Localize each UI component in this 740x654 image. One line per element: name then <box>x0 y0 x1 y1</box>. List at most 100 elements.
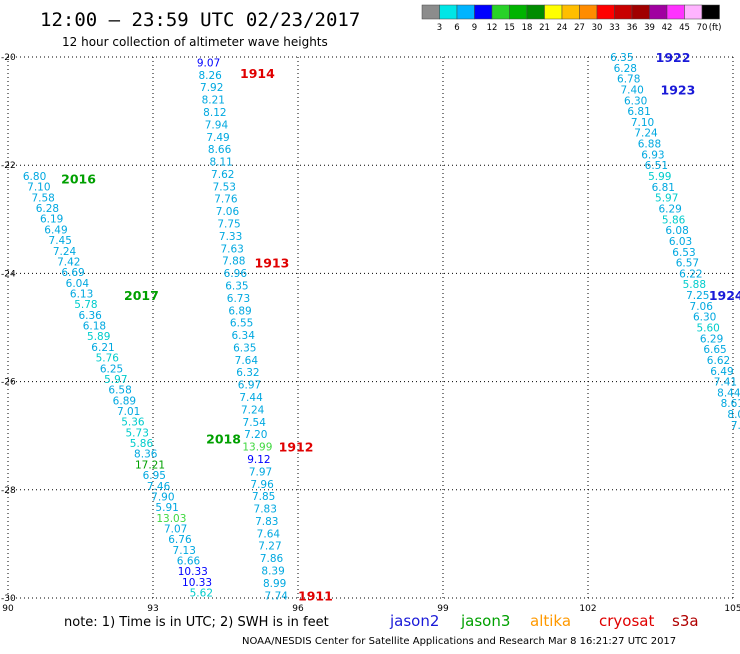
colorbar-label: 15 <box>504 23 515 33</box>
colorbar-label: 45 <box>679 23 690 33</box>
colorbar-swatch <box>631 4 650 20</box>
wave-height-value: 6.97 <box>238 380 261 392</box>
colorbar-label: 3 <box>437 23 442 33</box>
footer-credit: NOAA/NESDIS Center for Satellite Applica… <box>242 636 676 647</box>
wave-height-value: 6.18 <box>83 321 106 333</box>
colorbar-swatch <box>596 4 615 20</box>
colorbar-swatch <box>509 4 528 20</box>
wave-height-value: 7.10 <box>631 117 654 129</box>
wave-height-value: 6.80 <box>23 171 46 183</box>
wave-height-value: 6.93 <box>641 149 664 161</box>
colorbar-label: 27 <box>574 23 585 33</box>
wave-height-value: 6.25 <box>100 363 123 375</box>
wave-height-value: 6.95 <box>143 470 166 482</box>
wave-height-value: 7.97 <box>249 466 272 478</box>
wave-height-value: 6.29 <box>700 333 723 345</box>
x-tick-label: 93 <box>147 604 158 614</box>
wave-height-value: 7.54 <box>243 417 267 429</box>
pass-label: 1922 <box>656 50 691 65</box>
wave-height-value: 7.10 <box>27 182 50 194</box>
colorbar-label: 18 <box>522 23 533 33</box>
colorbar-label: 21 <box>539 23 550 33</box>
colorbar-swatch <box>701 4 720 20</box>
wave-height-value: 6.28 <box>614 63 637 75</box>
wave-height-value: 7.62 <box>211 169 234 181</box>
colorbar-label: 36 <box>627 23 638 33</box>
x-tick-label: 90 <box>2 604 14 614</box>
wave-height-value: 7.40 <box>620 84 643 96</box>
wave-height-value: 8.66 <box>208 144 232 156</box>
wave-height-value: 7.75 <box>217 219 240 231</box>
wave-height-value: 6.51 <box>645 160 668 172</box>
colorbar-swatch <box>649 4 668 20</box>
wave-height-value: 7.64 <box>235 355 259 367</box>
wave-height-value: 7.24 <box>241 404 265 416</box>
wave-height-value: 7.24 <box>634 128 658 140</box>
wave-height-value: 5.89 <box>87 331 110 343</box>
wave-height-value: 8.0 <box>727 409 740 421</box>
wave-height-value: 6.65 <box>703 344 726 356</box>
pass-label: 1913 <box>255 256 290 271</box>
colorbar-swatch <box>666 4 685 20</box>
wave-height-value: 7.8 <box>731 420 740 432</box>
wave-height-value: 5.86 <box>130 438 154 450</box>
x-tick-label: 105 <box>724 604 740 614</box>
wave-height-value: 6.96 <box>224 268 248 280</box>
wave-height-value: 8.21 <box>202 95 225 107</box>
wave-height-value: 7.83 <box>254 504 277 516</box>
wave-height-value: 7.94 <box>205 119 229 131</box>
wave-height-value: 5.99 <box>648 171 671 183</box>
wave-height-value: 6.34 <box>232 330 256 342</box>
wave-height-value: 6.55 <box>230 318 253 330</box>
satellite-legend-item: jason2 <box>389 612 439 630</box>
wave-height-value: 7.74 <box>265 590 289 602</box>
wave-height-value: 8.26 <box>198 70 222 82</box>
axis-ticks: 90 93 96 99 102 105 -20 -22 -24 -26 -28 -30 <box>1 53 740 614</box>
colorbar-swatch <box>579 4 598 20</box>
wave-height-value: 7.63 <box>220 243 243 255</box>
wave-height-value: 6.66 <box>177 556 201 568</box>
wave-height-value: 6.49 <box>44 224 67 236</box>
wave-height-value: 6.78 <box>617 74 640 86</box>
colorbar-label: 39 <box>644 23 655 33</box>
wave-height-value: 8.36 <box>134 449 158 461</box>
wave-height-value: 6.19 <box>40 214 63 226</box>
pass-label: 2017 <box>124 288 159 303</box>
wave-height-value: 6.08 <box>665 225 688 237</box>
y-tick-label: -26 <box>1 378 16 388</box>
wave-height-value: 7.83 <box>255 516 278 528</box>
wave-height-value: 7.45 <box>49 235 72 247</box>
wave-height-value: 7.86 <box>260 553 284 565</box>
wave-height-value: 7.06 <box>216 206 240 218</box>
colorbar-swatch <box>544 4 563 20</box>
satellite-legend-item: jason3 <box>460 612 510 630</box>
wave-height-value: 7.88 <box>222 256 245 268</box>
wave-height-value: 6.49 <box>710 366 733 378</box>
colorbar-swatch <box>561 4 580 20</box>
wave-height-value: 7.44 <box>239 392 263 404</box>
wave-height-value: 7.90 <box>151 491 174 503</box>
wave-height-value: 5.78 <box>74 299 97 311</box>
colorbar-swatch <box>439 4 458 20</box>
pass-label: 1912 <box>279 440 314 455</box>
wave-height-value: 5.97 <box>104 374 127 386</box>
satellite-legend: jason2 jason3 altika cryosat s3a <box>389 612 699 630</box>
wave-height-value: 5.97 <box>655 193 678 205</box>
wave-height-value: 5.36 <box>121 417 145 429</box>
grid <box>7 56 734 599</box>
wave-height-value: 8.61 <box>721 398 740 410</box>
wave-height-value: 5.91 <box>155 502 178 514</box>
wave-height-value: 7.41 <box>714 377 737 389</box>
x-tick-label: 96 <box>292 604 304 614</box>
wave-height-value: 6.28 <box>36 203 59 215</box>
pass-label: 1924 <box>709 288 740 303</box>
colorbar-swatch <box>614 4 633 20</box>
wave-height-value: 8.44 <box>717 387 740 399</box>
wave-height-value: 8.12 <box>203 107 226 119</box>
wave-height-value: 7.24 <box>53 246 77 258</box>
colorbar-swatch <box>456 4 475 20</box>
wave-height-value: 7.64 <box>257 528 281 540</box>
wave-height-value: 7.42 <box>57 256 80 268</box>
